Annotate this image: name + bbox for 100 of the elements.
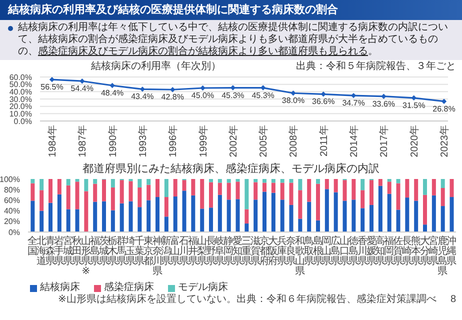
x-tick-label: 秋田県 [72, 235, 82, 267]
x-tick-label: 2023年 [438, 125, 450, 158]
bar [57, 179, 62, 194]
bar [423, 224, 428, 232]
data-label: 45.0% [191, 91, 214, 100]
bar [146, 184, 151, 200]
x-tick-label: 埼玉県 [124, 235, 136, 267]
bar [244, 209, 249, 224]
bar [298, 179, 302, 190]
bar [218, 194, 222, 232]
point [320, 92, 326, 97]
y-tick-label: 0.0% [14, 116, 32, 126]
bar [30, 183, 35, 201]
y-tick-label: 20.0% [9, 102, 32, 112]
bar [75, 182, 80, 210]
x-tick-label: 滋賀県 [250, 235, 260, 267]
bar [334, 179, 338, 192]
bar [138, 179, 142, 188]
data-label: 56.5% [40, 82, 64, 92]
bar [102, 180, 106, 202]
bar [84, 179, 88, 192]
bar [244, 179, 249, 210]
point [441, 98, 447, 104]
bar [218, 179, 222, 183]
bar [102, 201, 106, 232]
bar [378, 179, 382, 186]
bar [128, 201, 133, 232]
data-label: 54.4% [70, 84, 94, 94]
bar [30, 179, 35, 184]
bar [40, 190, 44, 211]
x-tick-label: 広島県 [330, 235, 341, 267]
bar [182, 190, 186, 232]
x-tick-label: 山梨県 [196, 235, 207, 267]
bar [396, 210, 400, 232]
bar [164, 197, 168, 217]
x-tick-label: 愛媛県 [366, 235, 376, 267]
x-tick-label: 1993年 [136, 125, 149, 158]
x-tick-label: 沖縄県 [446, 235, 457, 267]
bar [40, 179, 44, 190]
point [381, 94, 386, 99]
x-tick-label: 1996年 [167, 125, 180, 158]
point [80, 78, 85, 84]
bar [218, 182, 222, 195]
x-tick-label: 山口県 [340, 235, 350, 267]
bar [200, 208, 204, 232]
bar [93, 202, 98, 232]
x-tick-label: 1984年 [46, 125, 58, 158]
y-tick-label: 100% [0, 174, 20, 184]
x-tick-label: 東京都 [143, 235, 154, 267]
x-tick-label: 2008年 [288, 125, 300, 158]
bar [236, 182, 240, 200]
bar [209, 182, 214, 208]
bar [334, 192, 338, 232]
x-tick-label: 宮崎県 [428, 235, 439, 267]
y-tick-label: 60% [4, 196, 20, 206]
bar [352, 179, 356, 200]
bar [316, 220, 320, 232]
x-tick-label: 岐阜県 [214, 235, 225, 267]
x-tick-label: 愛知県 [232, 235, 243, 267]
bar [289, 182, 294, 205]
bar [244, 224, 249, 232]
bar [271, 179, 276, 183]
bar [271, 182, 276, 193]
bar [66, 185, 70, 210]
x-tick-label: 大分県 [420, 235, 430, 267]
bar [191, 195, 196, 232]
point [110, 82, 115, 88]
bar [387, 194, 392, 232]
bar [254, 200, 258, 232]
y-tick-label: 40% [4, 206, 20, 216]
x-tick-label: 福島県 [90, 235, 100, 267]
x-tick-label: 全国 [27, 235, 38, 257]
bar [387, 179, 392, 182]
bar [254, 179, 258, 182]
bar [440, 206, 445, 232]
x-tick-label: 鹿児島県 [438, 235, 448, 277]
x-tick-label: 岩手県 [54, 235, 64, 267]
bar [307, 202, 312, 232]
bar [324, 189, 329, 232]
x-tick-label: 1990年 [106, 125, 119, 158]
bar [48, 202, 53, 232]
bar [173, 196, 178, 232]
text: 感染症病床及びモデル病床の割合が結核病床より多い都道府県も見られる [38, 46, 368, 57]
bar [146, 179, 151, 185]
bar [30, 200, 35, 232]
x-tick-label: 和歌山県 [294, 235, 305, 277]
bar [120, 203, 124, 232]
bar [226, 179, 231, 183]
x-tick-label: 長崎県 [402, 236, 412, 267]
x-tick-label: 静岡県 [224, 235, 234, 267]
bar [360, 179, 365, 190]
bar [182, 180, 186, 191]
data-label: 43.4% [131, 92, 154, 102]
x-tick-label: 岡山県 [322, 236, 332, 267]
data-label: 48.4% [100, 88, 124, 98]
bar [93, 179, 98, 184]
x-tick-label: 2014年 [348, 125, 360, 158]
legend-label: 結核病床 [39, 282, 80, 294]
bar [209, 179, 214, 182]
y-tick-label: 40.0% [9, 88, 32, 97]
